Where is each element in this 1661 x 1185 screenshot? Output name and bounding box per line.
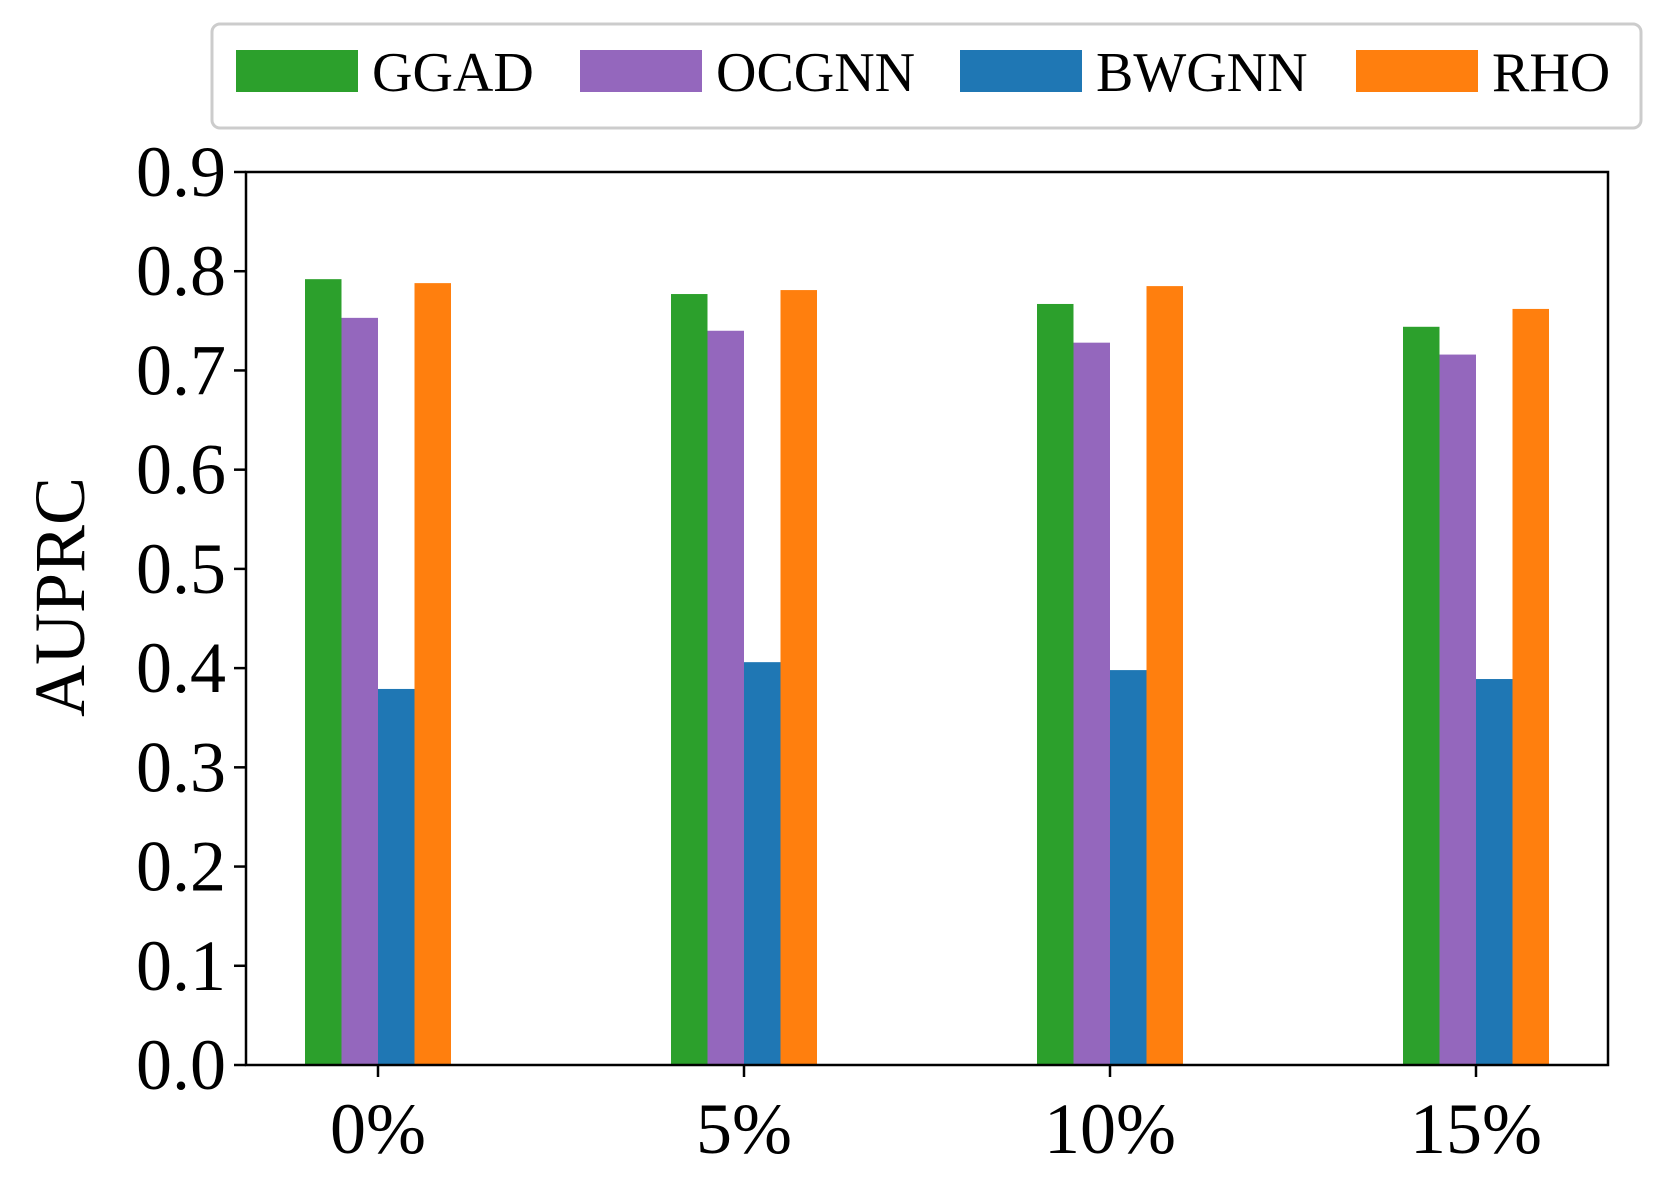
y-axis-title: AUPRC (20, 477, 100, 717)
x-tick-label: 0% (330, 1089, 426, 1169)
bar-ggad-1 (671, 294, 708, 1065)
y-axis: 0.0 0.1 0.2 0.3 0.4 0.5 0.6 0.7 0.8 0.9 (136, 132, 246, 1105)
bar-ggad-0 (305, 279, 342, 1065)
bar-bwgnn-2 (1110, 670, 1147, 1065)
legend-label-rho: RHO (1492, 42, 1610, 104)
legend-label-ocgnn: OCGNN (716, 42, 915, 104)
x-tick-label: 15% (1410, 1089, 1542, 1169)
bars-group (305, 279, 1549, 1066)
bar-ocgnn-1 (707, 330, 744, 1065)
legend-swatch-ocgnn (580, 50, 702, 92)
bar-ocgnn-3 (1439, 354, 1476, 1066)
bar-rho-3 (1512, 308, 1549, 1066)
bar-ggad-3 (1403, 326, 1440, 1066)
bar-ocgnn-0 (341, 317, 378, 1065)
x-axis: 0% 5% 10% 15% (330, 1065, 1542, 1169)
bar-bwgnn-0 (378, 688, 415, 1065)
legend-label-ggad: GGAD (372, 42, 534, 104)
legend-swatch-bwgnn (960, 50, 1082, 92)
legend-frame (210, 22, 1643, 130)
x-tick-label: 5% (696, 1089, 792, 1169)
y-tick-label: 0.8 (136, 231, 226, 311)
bar-ggad-2 (1037, 303, 1074, 1065)
y-tick-label: 0.1 (136, 926, 226, 1006)
y-tick-label: 0.2 (136, 827, 226, 907)
y-tick-label: 0.6 (136, 430, 226, 510)
bar-bwgnn-1 (744, 662, 781, 1065)
y-tick-label: 0.3 (136, 727, 226, 807)
legend-swatch-ggad (236, 50, 358, 92)
y-tick-label: 0.5 (136, 529, 226, 609)
bar-ocgnn-2 (1073, 342, 1110, 1065)
y-tick-label: 0.9 (136, 132, 226, 212)
y-tick-label: 0.4 (136, 628, 226, 708)
bar-bwgnn-3 (1476, 679, 1513, 1065)
legend: GGAD OCGNN BWGNN RHO (210, 22, 1643, 130)
legend-swatch-rho (1356, 50, 1478, 92)
legend-label-bwgnn: BWGNN (1096, 42, 1308, 104)
bar-rho-2 (1146, 286, 1183, 1065)
plot-frame (244, 170, 1610, 1067)
bar-rho-1 (780, 290, 817, 1065)
y-tick-label: 0.7 (136, 330, 226, 410)
bar-rho-0 (414, 283, 451, 1065)
x-tick-label: 10% (1044, 1089, 1176, 1169)
y-tick-label: 0.0 (136, 1025, 226, 1105)
